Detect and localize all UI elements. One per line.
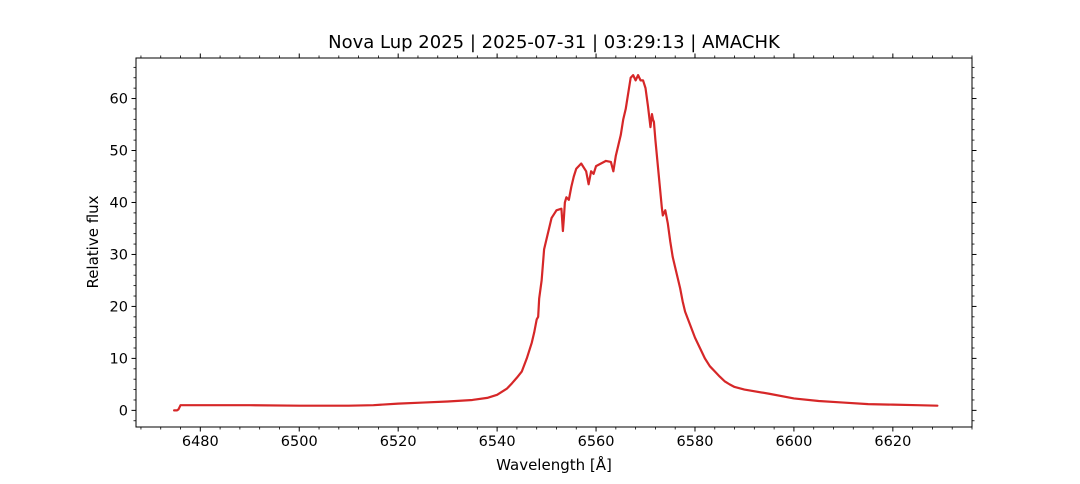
spectrum-line (172, 74, 939, 412)
y-tick-label: 40 (110, 195, 128, 211)
x-tick-label: 6560 (578, 434, 615, 450)
x-axis-label: Wavelength [Å] (496, 455, 612, 474)
x-tick-label: 6540 (479, 434, 516, 450)
x-tick-label: 6600 (775, 434, 812, 450)
x-tick-label: 6580 (677, 434, 714, 450)
chart-title: Nova Lup 2025 | 2025-07-31 | 03:29:13 | … (328, 32, 781, 53)
y-tick-label: 50 (110, 144, 128, 160)
y-axis-label: Relative flux (84, 195, 102, 288)
y-tick-label: 20 (110, 299, 128, 315)
x-tick-label: 6480 (182, 434, 219, 450)
ticks-layer: 6480 6500 6520 6540 6560 6580 6600 6620 0 10 20 30 4… (110, 53, 977, 450)
y-tick-label: 30 (110, 247, 128, 263)
x-tick-label: 6520 (380, 434, 417, 450)
y-tick-label: 0 (119, 403, 128, 419)
y-tick-label: 60 (110, 92, 128, 108)
plot-layer (172, 74, 939, 412)
x-tick-label: 6620 (874, 434, 911, 450)
plot-frame (135, 57, 973, 428)
y-tick-label: 10 (110, 351, 128, 367)
x-tick-label: 6500 (281, 434, 318, 450)
